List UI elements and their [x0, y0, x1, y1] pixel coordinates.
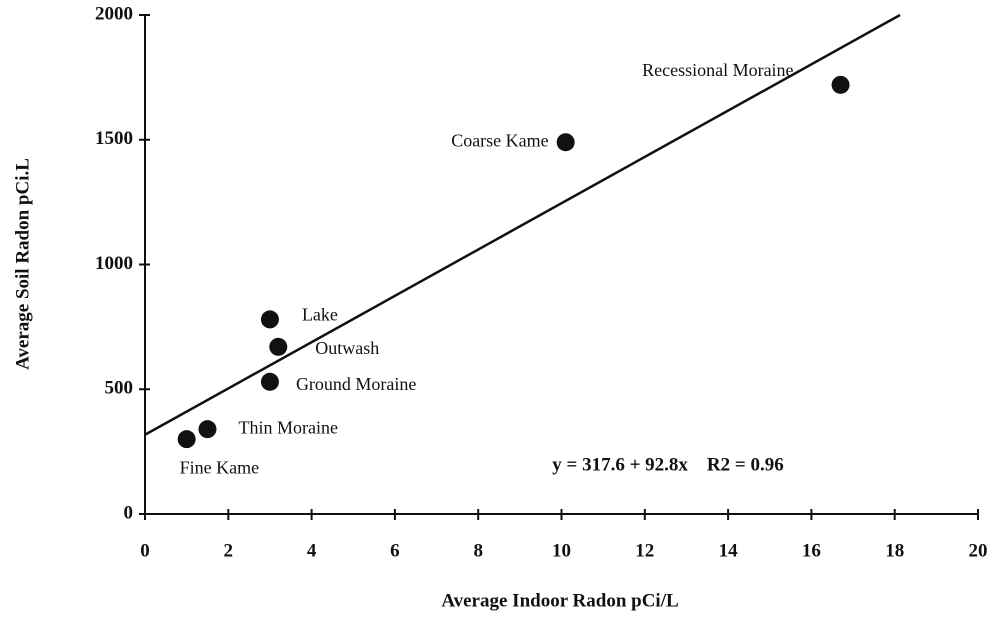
- point: [198, 420, 217, 439]
- y-tick-label: 1000: [95, 253, 133, 274]
- y-tick-label: 0: [124, 502, 134, 523]
- point: [269, 337, 288, 356]
- annotation: y = 317.6 + 92.8x R2 = 0.96: [552, 454, 783, 475]
- point-label: Coarse Kame: [451, 130, 548, 150]
- x-tick-label: 16: [802, 540, 821, 561]
- x-tick-label: 8: [473, 540, 483, 561]
- point-label: Fine Kame: [180, 457, 259, 477]
- point-label: Thin Moraine: [238, 417, 337, 437]
- trendline: [144, 13, 901, 436]
- point-label: Lake: [302, 305, 338, 325]
- y-axis-label: Average Soil Radon pCi.L: [12, 158, 33, 370]
- y-tick-label: 2000: [95, 3, 133, 24]
- point-label: Ground Moraine: [296, 374, 416, 394]
- x-tick-label: 6: [390, 540, 400, 561]
- x-tick-label: 0: [140, 540, 150, 561]
- y-tick-label: 500: [105, 378, 134, 399]
- x-tick-label: 4: [307, 540, 317, 561]
- point-label: Outwash: [315, 338, 379, 358]
- x-tick-label: 18: [885, 540, 904, 561]
- point: [177, 430, 196, 449]
- x-tick-label: 10: [552, 540, 571, 561]
- point: [260, 372, 279, 391]
- x-axis-label: Average Indoor Radon pCi/L: [441, 590, 678, 611]
- point: [831, 75, 850, 94]
- point: [260, 310, 279, 329]
- x-tick-label: 14: [719, 540, 739, 561]
- point-label: Recessional Moraine: [642, 60, 793, 80]
- y-tick-label: 1500: [95, 128, 133, 149]
- point: [556, 133, 575, 152]
- x-tick-label: 12: [635, 540, 654, 561]
- x-tick-label: 2: [224, 540, 234, 561]
- x-tick-label: 20: [969, 540, 988, 561]
